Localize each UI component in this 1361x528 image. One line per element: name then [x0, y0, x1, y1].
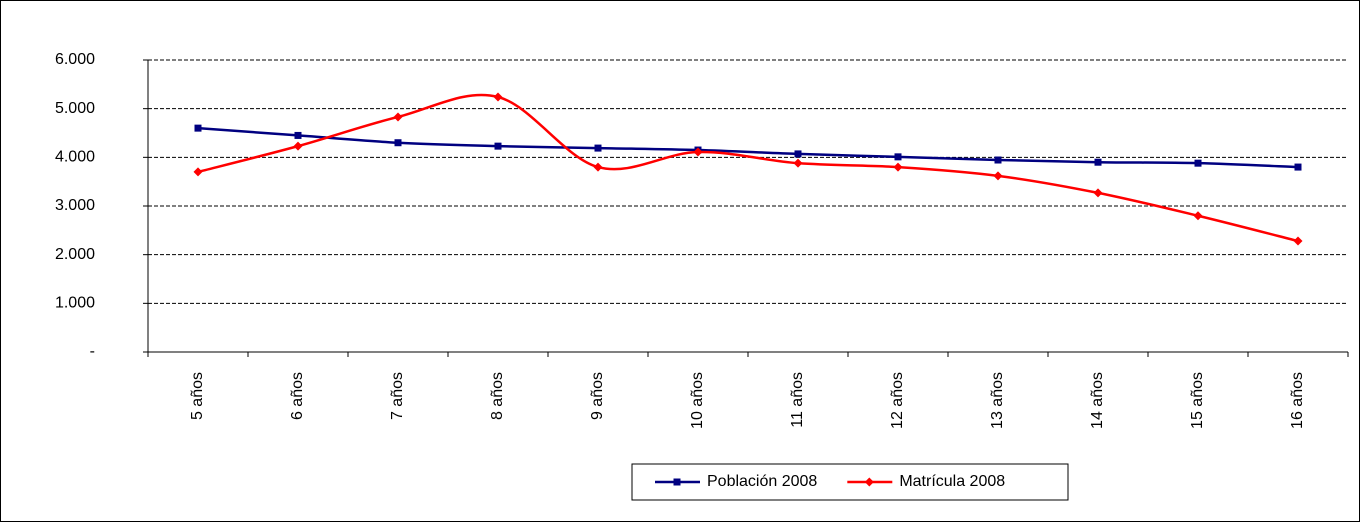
- y-tick-label: 5.000: [55, 100, 95, 117]
- data-point: [994, 156, 1002, 164]
- x-tick-label: 11 años: [789, 372, 806, 428]
- data-point: [1293, 236, 1303, 246]
- x-tick-label: 14 años: [1089, 372, 1106, 429]
- x-tick-label: 8 años: [489, 372, 506, 420]
- legend: Población 2008 Matrícula 2008: [631, 463, 1069, 501]
- data-point: [593, 162, 603, 172]
- data-point: [493, 92, 503, 102]
- x-tick-label: 16 años: [1289, 372, 1306, 429]
- data-point: [894, 153, 902, 161]
- legend-marker: [864, 477, 874, 487]
- data-point: [693, 147, 703, 157]
- y-tick-label: -: [90, 343, 95, 360]
- x-tick-label: 9 años: [589, 372, 606, 420]
- y-tick-label: 6.000: [55, 51, 95, 68]
- x-tick-label: 7 años: [389, 372, 406, 420]
- series-line: [197, 126, 1299, 169]
- data-point: [993, 171, 1003, 181]
- x-tick-label: 10 años: [689, 372, 706, 429]
- y-tick-label: 1.000: [55, 295, 95, 312]
- x-tick-label: 13 años: [989, 372, 1006, 429]
- legend-label: Población 2008: [707, 473, 817, 490]
- x-tick-label: 5 años: [189, 372, 206, 420]
- data-point: [1294, 163, 1302, 171]
- legend-label: Matrícula 2008: [899, 473, 1005, 490]
- y-tick-label: 2.000: [55, 246, 95, 263]
- y-tick-label: 3.000: [55, 197, 95, 214]
- series-line: [197, 93, 1299, 243]
- data-point: [494, 142, 502, 150]
- x-tick-label: 15 años: [1189, 372, 1206, 429]
- data-point: [1194, 159, 1202, 167]
- data-point: [294, 131, 302, 139]
- data-point: [794, 150, 802, 158]
- data-point: [1094, 158, 1102, 166]
- legend-marker: [673, 478, 681, 486]
- data-point: [793, 158, 803, 168]
- data-point: [394, 139, 402, 147]
- data-point: [194, 124, 202, 132]
- data-point: [594, 144, 602, 152]
- data-point: [393, 112, 403, 122]
- x-tick-label: 6 años: [289, 372, 306, 420]
- data-point: [193, 167, 203, 177]
- y-tick-label: 4.000: [55, 149, 95, 166]
- data-point: [893, 162, 903, 172]
- x-tick-label: 12 años: [889, 372, 906, 429]
- data-point: [1093, 188, 1103, 198]
- data-point: [293, 141, 303, 151]
- data-point: [1193, 211, 1203, 221]
